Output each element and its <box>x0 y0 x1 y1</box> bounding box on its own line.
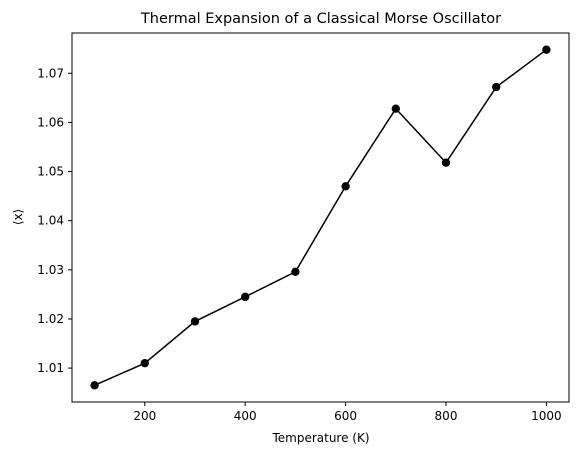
y-tick-label: 1.02 <box>37 312 64 326</box>
y-tick-label: 1.01 <box>37 361 64 375</box>
data-point <box>240 292 250 302</box>
x-tick-label: 1000 <box>531 409 562 423</box>
y-axis: 1.01 1.02 1.03 1.04 1.05 1.06 1.07 <box>37 66 72 375</box>
x-tick-label: 600 <box>334 409 357 423</box>
x-tick-label: 200 <box>133 409 156 423</box>
data-point <box>90 381 99 390</box>
series-line <box>94 49 547 386</box>
plot-frame <box>71 32 570 403</box>
data-point <box>441 158 451 167</box>
y-tick-label: 1.06 <box>37 115 64 129</box>
y-tick-label: 1.07 <box>37 66 64 80</box>
y-tick-label: 1.04 <box>37 214 64 228</box>
chart-title: Thermal Expansion of a Classical Morse O… <box>140 11 501 27</box>
plot-area <box>90 45 551 390</box>
data-point <box>190 317 200 326</box>
x-axis: 200 400 600 800 1000 <box>133 402 562 423</box>
data-point <box>492 82 501 92</box>
data-point <box>391 104 401 113</box>
y-axis-label: ⟨x⟩ <box>11 209 25 225</box>
data-point <box>291 267 300 276</box>
x-axis-label: Temperature (K) <box>271 431 369 445</box>
data-point <box>341 182 350 191</box>
data-point <box>542 45 551 54</box>
x-tick-label: 400 <box>234 409 257 423</box>
data-point <box>140 358 149 368</box>
x-tick-label: 800 <box>435 409 458 423</box>
y-tick-label: 1.05 <box>37 165 64 179</box>
y-tick-label: 1.03 <box>37 263 64 277</box>
